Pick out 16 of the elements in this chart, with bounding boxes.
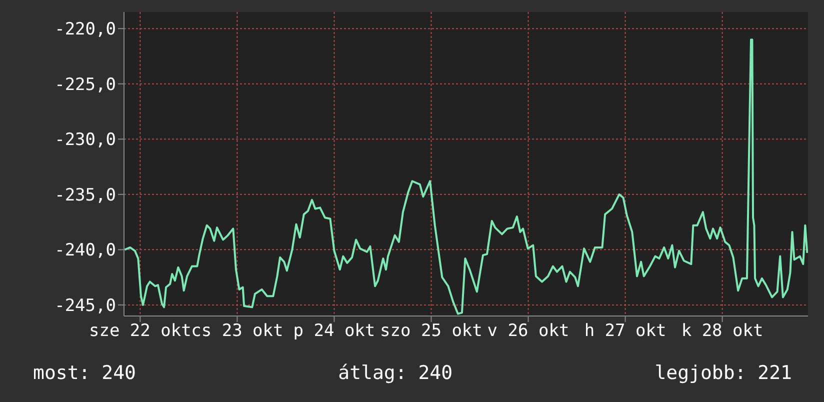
text: legjobb: 221 bbox=[654, 362, 792, 384]
text: most: 240 bbox=[33, 362, 136, 384]
y-tick-label: -240,0 bbox=[54, 240, 116, 261]
x-tick-label: v 26 okt bbox=[487, 321, 570, 342]
y-tick-label: -220,0 bbox=[54, 20, 116, 40]
text: átlag: 240 bbox=[338, 362, 453, 384]
y-tick-label: -245,0 bbox=[54, 296, 116, 316]
y-tick-label: -230,0 bbox=[54, 130, 116, 150]
x-tick-label: szo 25 okt bbox=[380, 321, 482, 342]
x-tick-label: cs 23 okt bbox=[191, 321, 284, 342]
y-tick-label: -235,0 bbox=[54, 185, 116, 206]
x-tick-label: h 27 okt bbox=[584, 321, 666, 342]
x-tick-label: k 28 okt bbox=[681, 321, 764, 342]
x-tick-label: sze 22 okt bbox=[88, 321, 192, 342]
y-tick-label: -225,0 bbox=[54, 74, 116, 95]
x-tick-label: p 24 okt bbox=[293, 321, 376, 342]
